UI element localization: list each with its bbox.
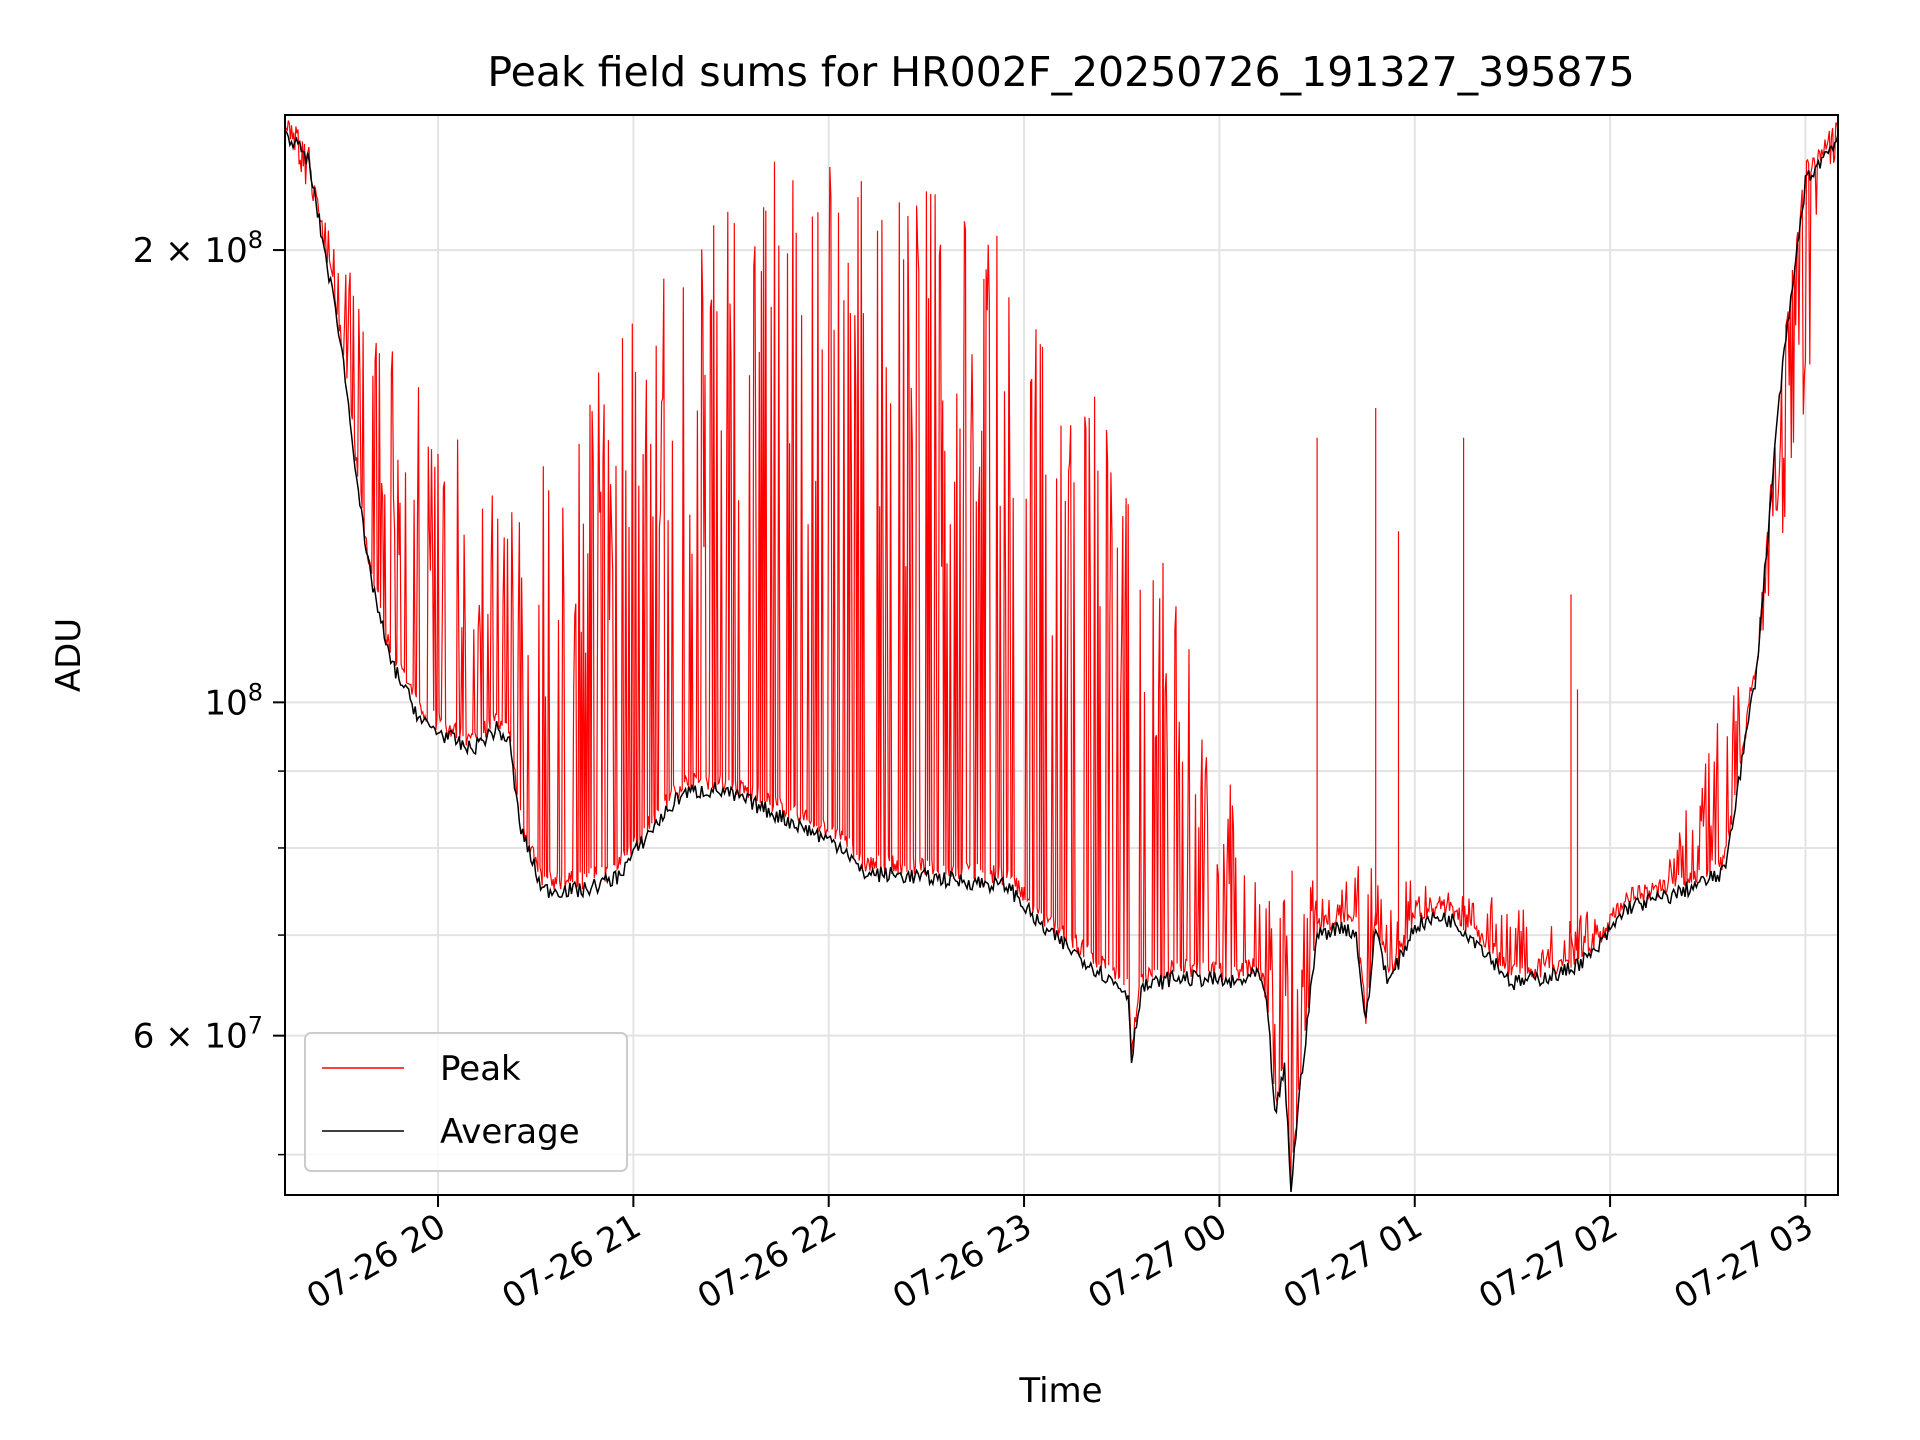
y-tick-label: 2 × 108	[133, 226, 263, 271]
x-tick-label: 07-26 23	[886, 1206, 1038, 1317]
x-tick-label: 07-26 20	[300, 1206, 452, 1317]
series-peak	[284, 120, 1839, 1181]
y-axis: 6 × 107 108 2 × 108	[133, 226, 285, 1156]
x-axis-label: Time	[1018, 1371, 1102, 1411]
series-average	[284, 130, 1839, 1192]
x-tick-label: 07-27 03	[1668, 1206, 1820, 1317]
legend-label-average: Average	[440, 1112, 580, 1152]
chart-title: Peak field sums for HR002F_20250726_1913…	[487, 48, 1634, 96]
legend: Peak Average	[304, 1032, 628, 1172]
x-tick-label: 07-26 21	[495, 1206, 647, 1317]
plot-series	[284, 120, 1839, 1192]
y-axis-label: ADU	[49, 618, 89, 692]
plot-frame	[284, 114, 1839, 1196]
x-tick-label: 07-27 02	[1472, 1206, 1624, 1317]
x-tick-label: 07-27 01	[1277, 1206, 1429, 1317]
x-tick-label: 07-26 22	[691, 1206, 843, 1317]
legend-label-peak: Peak	[440, 1049, 521, 1089]
x-axis: 07-26 20 07-26 21 07-26 22 07-26 23 07-27 00…	[300, 1195, 1820, 1317]
y-tick-label: 6 × 107	[133, 1012, 263, 1057]
x-tick-label: 07-27 00	[1082, 1206, 1234, 1317]
y-tick-label: 108	[204, 678, 263, 723]
